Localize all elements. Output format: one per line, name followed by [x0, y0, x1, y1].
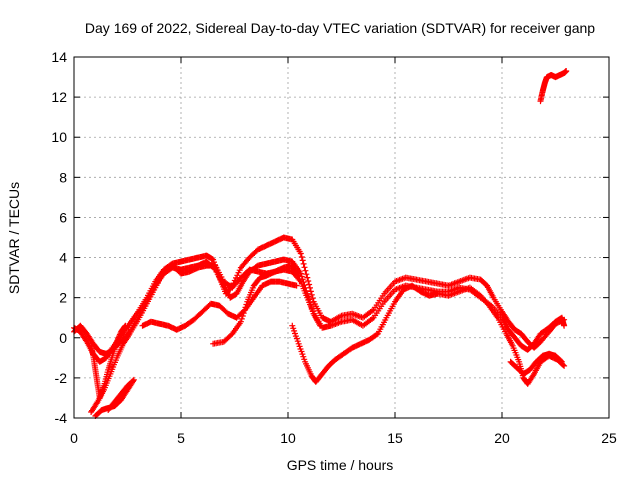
- y-tick-labels: -4 -2 0 2 4 6 8 10 12 14: [51, 49, 67, 426]
- y-tick-label: 12: [51, 89, 67, 105]
- series-track-2: [71, 234, 568, 365]
- x-tick-labels: 0 5 10 15 20 25: [70, 430, 617, 446]
- y-tick-label: 2: [59, 290, 67, 306]
- data-series: [71, 68, 570, 419]
- x-tick-label: 25: [601, 430, 617, 446]
- plot-frame: [73, 56, 610, 419]
- series-markers: [139, 278, 300, 333]
- x-tick-label: 5: [177, 430, 185, 446]
- y-tick-label: -2: [55, 370, 68, 386]
- series-track-8: [289, 282, 568, 387]
- x-axis-label: GPS time / hours: [287, 457, 394, 473]
- series-track-4: [92, 376, 137, 419]
- series-track-7: [210, 262, 302, 347]
- x-tick-label: 0: [70, 430, 78, 446]
- chart-title: Day 169 of 2022, Sidereal Day-to-day VTE…: [85, 20, 595, 36]
- y-axis-label: SDTVAR / TECUs: [6, 182, 22, 294]
- series-markers: [507, 350, 565, 377]
- y-tick-label: 6: [59, 209, 67, 225]
- series-track-5: [88, 322, 129, 401]
- y-tick-label: 4: [59, 250, 67, 266]
- series-markers: [88, 322, 129, 401]
- axis-ticks: [73, 56, 610, 419]
- grid-lines: [74, 57, 609, 418]
- series-markers: [289, 282, 568, 387]
- x-tick-label: 15: [387, 430, 403, 446]
- y-tick-label: 8: [59, 169, 67, 185]
- series-markers: [537, 68, 570, 105]
- x-tick-label: 10: [280, 430, 296, 446]
- series-track-6: [139, 278, 300, 333]
- series-markers: [92, 376, 137, 419]
- series-markers: [71, 234, 568, 365]
- series-track-10: [537, 68, 570, 105]
- y-tick-label: -4: [55, 410, 68, 426]
- series-track-9: [507, 350, 565, 377]
- y-tick-label: 14: [51, 49, 67, 65]
- y-tick-label: 0: [59, 330, 67, 346]
- x-tick-label: 20: [494, 430, 510, 446]
- y-tick-label: 10: [51, 129, 67, 145]
- series-markers: [210, 262, 302, 347]
